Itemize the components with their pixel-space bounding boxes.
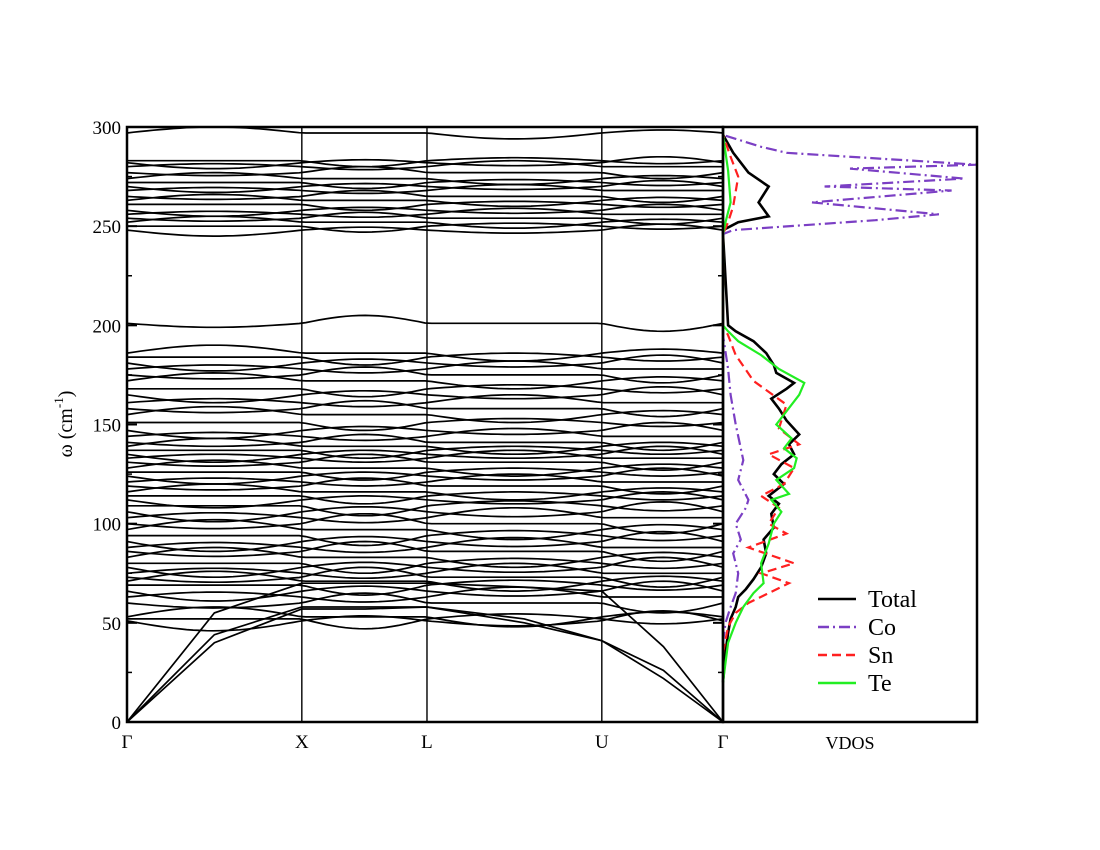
optical-branch <box>126 171 724 186</box>
optical-branch <box>127 467 724 481</box>
optical-branch <box>126 314 724 333</box>
optical-branch <box>126 421 724 440</box>
legend-label-te: Te <box>868 671 892 697</box>
optical-branch <box>127 500 724 517</box>
optical-branch <box>126 223 724 237</box>
optical-branch <box>127 579 724 596</box>
optical-branch <box>126 556 724 579</box>
optical-branch <box>126 207 723 219</box>
x-tick-label: L <box>421 732 433 753</box>
optical-branch <box>126 433 724 452</box>
y-tick-label: 50 <box>102 614 121 635</box>
acoustic-branch <box>126 606 724 723</box>
optical-branch <box>126 366 724 384</box>
optical-branch <box>126 126 724 140</box>
x-tick-label: Γ <box>718 732 729 753</box>
optical-branch <box>126 491 724 509</box>
optical-branch <box>127 491 724 505</box>
x-tick-label: X <box>295 732 309 753</box>
x-tick-label: Γ <box>122 732 133 753</box>
optical-branch <box>127 417 724 432</box>
optical-branch <box>126 570 724 592</box>
y-tick-label: 200 <box>93 316 122 337</box>
y-axis-ticks: 0 50 100 150 200 250 300 <box>93 118 723 734</box>
optical-branch <box>126 473 723 487</box>
optical-branch <box>126 467 724 485</box>
vdos-series-sn <box>721 134 802 653</box>
optical-branch <box>126 211 724 226</box>
optical-branch <box>126 477 724 495</box>
vdos-axis-label: VDOS <box>825 733 874 753</box>
optical-branch <box>126 453 724 471</box>
optical-branch <box>126 610 724 632</box>
legend-label-total: Total <box>868 587 917 613</box>
optical-branch <box>126 189 724 204</box>
optical-branch <box>127 222 724 233</box>
optical-branch <box>126 203 724 218</box>
x-tick-label: U <box>595 732 609 753</box>
optical-branch <box>126 165 724 180</box>
optical-branch <box>126 530 724 553</box>
optical-branch <box>126 360 723 374</box>
y-tick-label: 0 <box>112 713 122 734</box>
y-tick-label: 100 <box>93 515 122 536</box>
vdos-series-total <box>721 134 802 683</box>
optical-branch <box>127 178 724 190</box>
y-tick-label: 250 <box>93 217 122 238</box>
optical-branch <box>126 445 724 464</box>
optical-branch <box>126 546 724 569</box>
optical-branch <box>126 566 724 588</box>
optical-branch <box>126 580 724 602</box>
optical-branch <box>127 156 724 168</box>
legend-label-sn: Sn <box>868 643 893 669</box>
y-tick-label: 150 <box>93 416 122 437</box>
optical-branch <box>126 344 724 362</box>
y-tick-label: 300 <box>93 118 122 139</box>
optical-branch <box>126 501 724 523</box>
optical-branch <box>126 449 723 464</box>
optical-branch <box>126 536 723 554</box>
optical-branch <box>127 613 724 630</box>
optical-branch <box>126 155 724 170</box>
dispersion-branches <box>126 126 724 723</box>
optical-branch <box>126 399 724 418</box>
optical-branch <box>126 506 723 524</box>
y-axis-label: ω (cm-1) <box>51 391 77 458</box>
optical-branch <box>126 518 724 541</box>
optical-branch <box>127 352 724 366</box>
optical-branch <box>126 592 724 614</box>
optical-branch <box>126 427 723 442</box>
optical-branch <box>127 557 724 575</box>
optical-branch <box>126 393 723 408</box>
vdos-series-co <box>721 133 978 643</box>
optical-branch <box>127 445 724 460</box>
acoustic-branch <box>126 582 724 723</box>
optical-branch <box>126 586 723 603</box>
legend-label-co: Co <box>868 615 896 641</box>
optical-branch <box>126 512 724 535</box>
vdos-plot-frame <box>721 125 979 724</box>
optical-branch <box>127 200 724 212</box>
optical-branch <box>126 159 723 171</box>
optical-branch <box>126 562 723 580</box>
optical-branch <box>126 183 723 195</box>
acoustic-branch <box>126 606 724 723</box>
optical-branch <box>127 383 724 398</box>
optical-branch <box>126 540 724 563</box>
optical-branch <box>127 529 724 547</box>
